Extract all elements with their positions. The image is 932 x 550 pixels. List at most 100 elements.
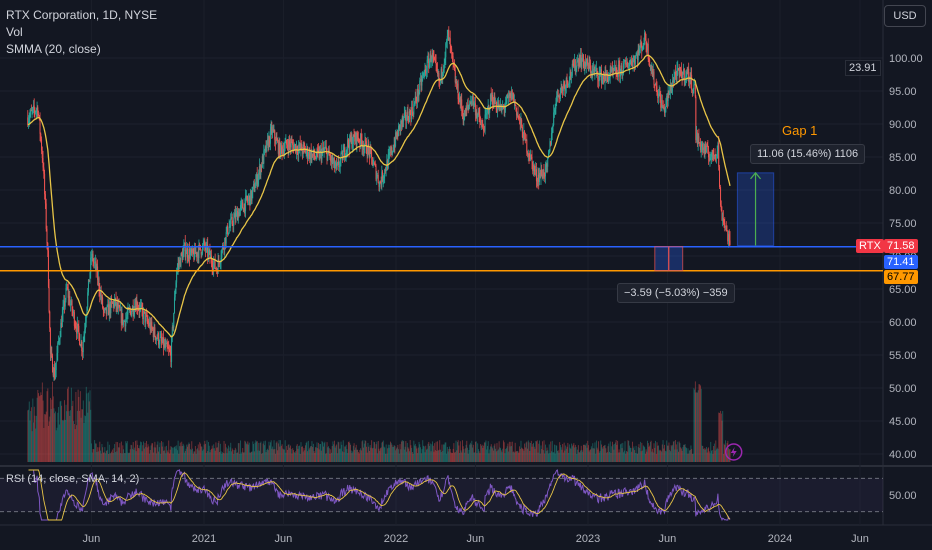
- candle-body: [309, 150, 311, 160]
- volume-bar: [76, 410, 78, 462]
- volume-bar: [134, 447, 136, 462]
- candle-body: [263, 150, 265, 164]
- volume-bar: [199, 442, 201, 462]
- volume-bar: [284, 440, 286, 462]
- candle-body: [614, 67, 616, 71]
- candle-body: [153, 327, 155, 338]
- volume-bar: [319, 444, 321, 462]
- candle-body: [335, 163, 337, 168]
- candle-body: [366, 153, 368, 156]
- candle-body: [327, 152, 329, 161]
- volume-bar: [348, 441, 350, 462]
- volume-bar: [323, 443, 325, 462]
- volume-bar: [530, 440, 532, 462]
- volume-bar: [542, 450, 544, 462]
- volume-bar: [49, 416, 51, 462]
- volume-bar: [403, 440, 405, 462]
- candle-body: [663, 106, 665, 109]
- volume-bar: [159, 442, 161, 462]
- volume-bar: [683, 444, 685, 462]
- candle-body: [661, 99, 663, 107]
- volume-bar: [264, 440, 266, 462]
- volume-bar: [227, 448, 229, 462]
- candle-body: [124, 321, 126, 327]
- candle-body: [82, 341, 84, 353]
- volume-bar: [530, 442, 532, 462]
- volume-bar: [355, 447, 356, 462]
- candle-body: [175, 282, 177, 294]
- candle-body: [143, 310, 145, 312]
- candle-body: [167, 346, 169, 349]
- volume-bar: [521, 448, 523, 462]
- volume-bar: [216, 447, 218, 462]
- volume-bar: [162, 442, 164, 462]
- candle-body: [663, 108, 665, 113]
- candle-body: [542, 169, 544, 179]
- volume-bar: [327, 447, 329, 462]
- volume-bar: [105, 453, 107, 462]
- candle-body: [172, 327, 174, 328]
- volume-bar: [691, 453, 693, 462]
- volume-bar: [173, 447, 175, 462]
- candle-body: [637, 48, 639, 61]
- volume-bar: [122, 445, 124, 462]
- candle-body: [322, 147, 324, 151]
- volume-bar: [603, 445, 605, 462]
- candle-body: [184, 242, 186, 247]
- volume-bar: [32, 398, 34, 462]
- volume-bar: [554, 453, 556, 462]
- volume-bar: [290, 449, 292, 462]
- candle-body: [627, 66, 629, 69]
- candle-body: [664, 107, 666, 113]
- volume-bar: [721, 420, 723, 462]
- candle-body: [379, 182, 381, 187]
- candle-body: [642, 45, 644, 47]
- volume-bar: [34, 415, 36, 462]
- candle-body: [81, 351, 83, 353]
- volume-bar: [184, 452, 186, 462]
- volume-bar: [197, 448, 198, 462]
- volume-bar: [473, 452, 475, 462]
- volume-bar: [503, 442, 505, 462]
- candle-body: [354, 137, 356, 142]
- candle-body: [30, 109, 32, 115]
- volume-bar: [381, 442, 383, 462]
- volume-bar: [270, 440, 272, 462]
- candle-body: [351, 137, 353, 148]
- volume-bar: [99, 441, 101, 462]
- candle-body: [204, 240, 206, 247]
- volume-bar: [155, 447, 157, 462]
- candle-body: [395, 132, 397, 147]
- volume-bar: [573, 443, 575, 462]
- volume-bar: [398, 453, 400, 462]
- volume-bar: [202, 450, 204, 462]
- volume-bar: [580, 445, 582, 462]
- candle-body: [125, 318, 127, 327]
- volume-bar: [571, 443, 573, 462]
- volume-bar: [129, 452, 130, 462]
- currency-button[interactable]: USD: [884, 5, 926, 27]
- volume-bar: [347, 442, 349, 462]
- volume-bar: [642, 445, 644, 462]
- volume-bar: [506, 446, 508, 462]
- candle-body: [506, 96, 508, 98]
- volume-bar: [318, 449, 320, 462]
- candle-body: [49, 311, 51, 329]
- candle-body: [205, 245, 207, 251]
- candle-body: [235, 212, 237, 220]
- candle-body: [546, 163, 548, 167]
- candle-body: [413, 104, 415, 115]
- volume-bar: [360, 448, 362, 462]
- candle-body: [258, 172, 260, 179]
- candle-body: [571, 63, 573, 76]
- volume-bar: [540, 445, 542, 462]
- candle-body: [530, 154, 532, 157]
- volume-bar: [618, 449, 620, 462]
- candle-body: [381, 171, 383, 185]
- candle-body: [439, 81, 441, 83]
- volume-bar: [411, 447, 413, 462]
- candle-body: [565, 85, 567, 91]
- candle-body: [210, 255, 212, 258]
- volume-bar: [333, 440, 335, 462]
